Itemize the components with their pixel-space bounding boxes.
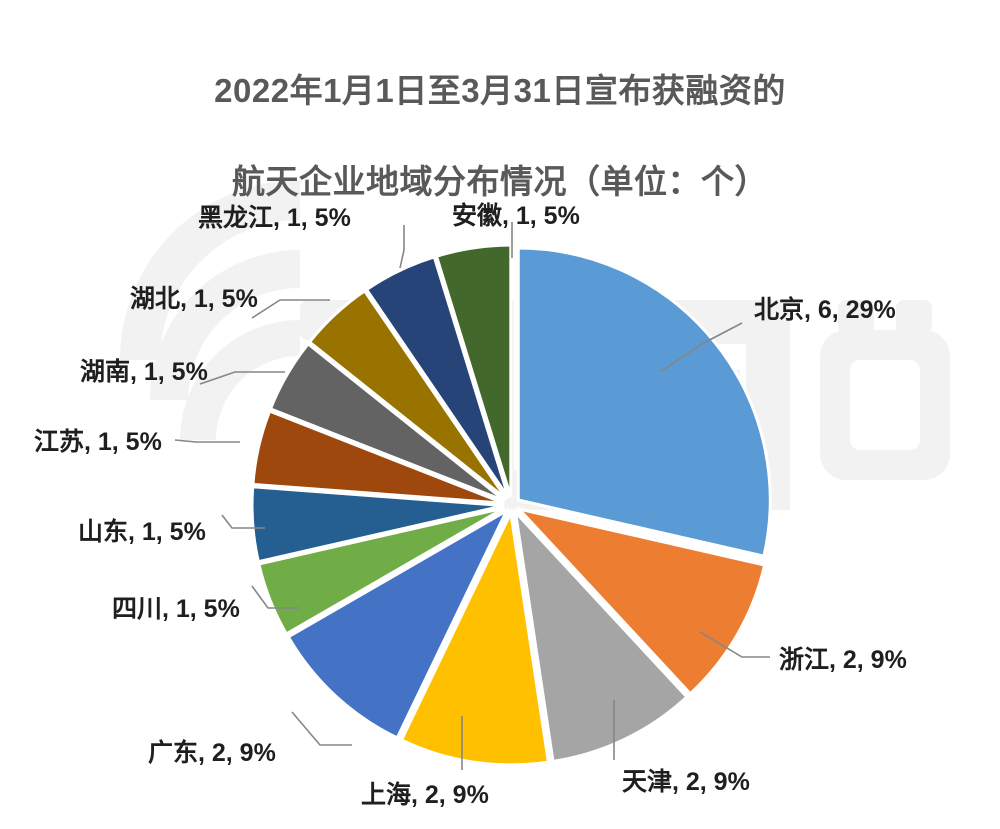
data-label-tianjin: 天津, 2, 9% xyxy=(622,768,750,796)
data-label-shanghai: 上海, 2, 9% xyxy=(361,781,489,809)
pie-slice-山东[interactable] xyxy=(250,485,505,564)
data-label-shandong: 山东, 1, 5% xyxy=(78,518,206,546)
leader-line-浙江 xyxy=(699,631,770,658)
leader-line-广东 xyxy=(291,711,352,746)
leader-line-山东 xyxy=(221,514,265,529)
data-label-hubei: 湖北, 1, 5% xyxy=(130,285,258,313)
pie-slice-天津[interactable] xyxy=(513,507,689,764)
pie-slice-江苏[interactable] xyxy=(251,409,505,505)
data-label-hunan: 湖南, 1, 5% xyxy=(80,358,208,386)
data-label-jiangsu: 江苏, 1, 5% xyxy=(34,428,162,456)
data-label-zhejiang: 浙江, 2, 9% xyxy=(779,646,907,674)
chart-title: 2022年1月1日至3月31日宣布获融资的 航天企业地域分布情况（单位：个） xyxy=(0,22,1000,250)
pie-slice-广东[interactable] xyxy=(286,507,511,740)
leader-line-黑龙江 xyxy=(399,225,405,269)
pie-slices-group xyxy=(250,243,772,767)
pie-slice-上海[interactable] xyxy=(399,507,551,767)
pie-slice-黑龙江[interactable] xyxy=(364,255,510,499)
data-label-anhui: 安徽, 1, 5% xyxy=(452,202,580,230)
leader-line-江苏 xyxy=(174,439,240,443)
pie-slice-浙江[interactable] xyxy=(514,506,767,696)
data-label-sichuan: 四川, 1, 5% xyxy=(112,595,240,623)
data-label-guangdong: 广东, 2, 9% xyxy=(148,739,276,767)
leader-lines-group xyxy=(174,222,770,770)
chart-title-line-2: 航天企业地域分布情况（单位：个） xyxy=(232,162,768,200)
pie-slice-安徽[interactable] xyxy=(434,243,513,498)
pie-slice-湖北[interactable] xyxy=(307,288,508,501)
data-label-beijing: 北京, 6, 29% xyxy=(754,296,896,324)
data-label-heilongjiang: 黑龙江, 1, 5% xyxy=(198,204,351,232)
chart-title-line-1: 2022年1月1日至3月31日宣布获融资的 xyxy=(214,71,786,109)
leader-line-湖南 xyxy=(199,371,285,385)
pie-slice-四川[interactable] xyxy=(257,506,506,636)
pie-slice-北京[interactable] xyxy=(516,246,772,558)
leader-line-四川 xyxy=(251,585,300,609)
pie-slice-湖南[interactable] xyxy=(268,341,507,503)
leader-line-湖北 xyxy=(251,299,330,319)
leader-line-北京 xyxy=(659,322,743,373)
